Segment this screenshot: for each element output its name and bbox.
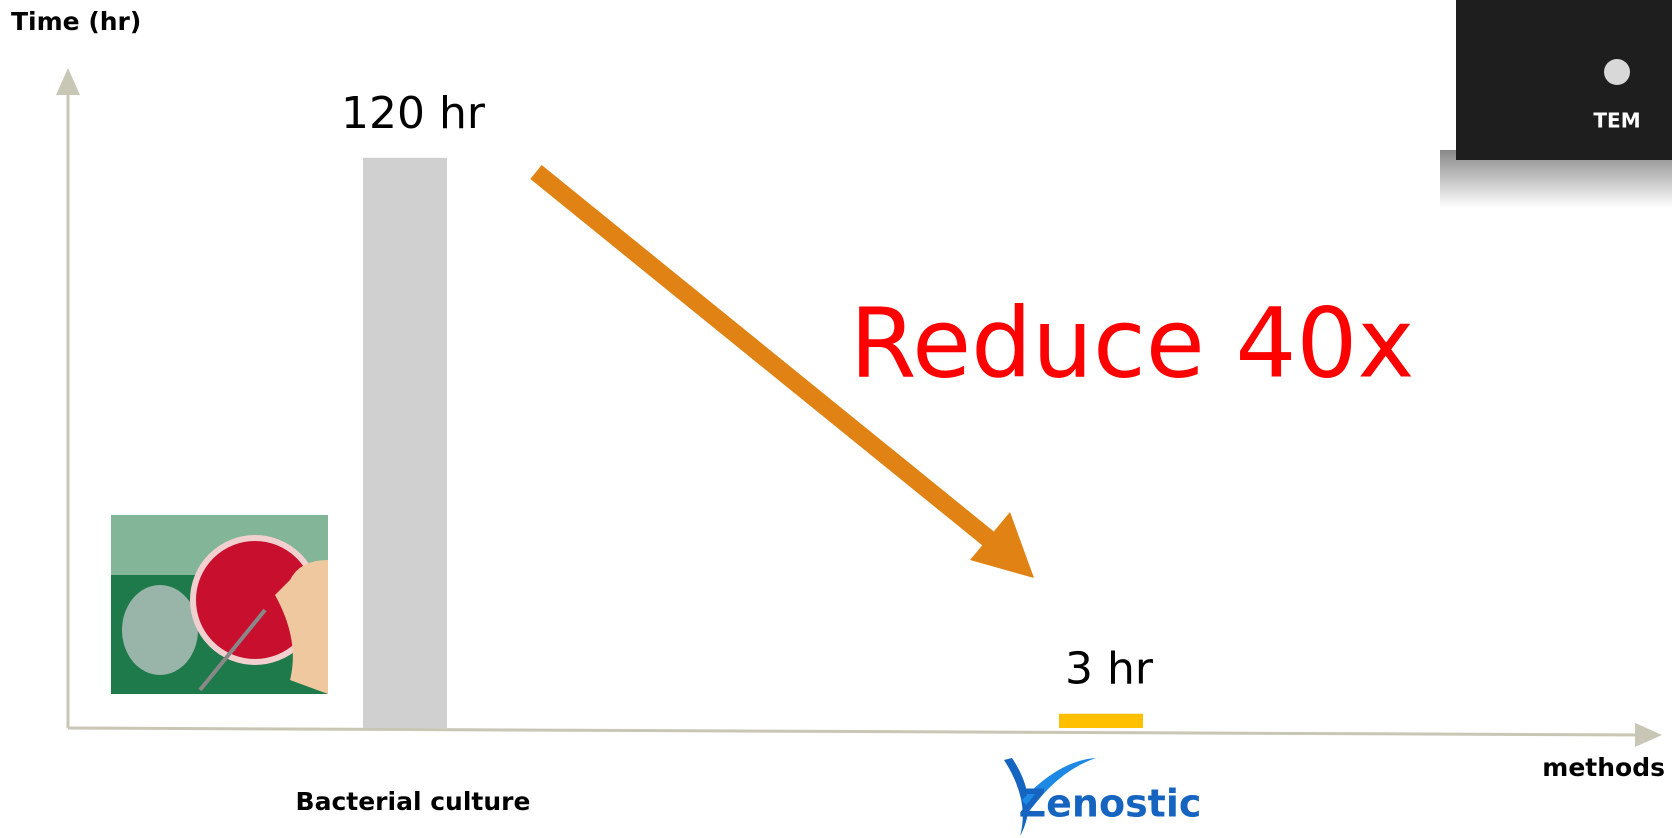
overlay-label: TEM [1593,109,1640,133]
x-tick-label: Bacterial culture [296,787,531,816]
slide: TEM Time (hr) methods Reduce 40x 120 hr B… [0,0,1672,838]
value-label: 3 hr [1065,644,1154,695]
bar [363,158,447,728]
x-axis-label: methods [1542,753,1665,782]
y-axis-label: Time (hr) [11,7,141,36]
overlay-avatar [1604,59,1630,85]
annotation: Reduce 40x [850,287,1415,399]
value-label: 120 hr [341,88,486,139]
culture-photo [111,515,328,694]
overlay-panel [1456,0,1672,160]
x-axis [68,728,1650,735]
bar [1059,714,1143,728]
logo-text: Zenostic [1019,782,1202,826]
